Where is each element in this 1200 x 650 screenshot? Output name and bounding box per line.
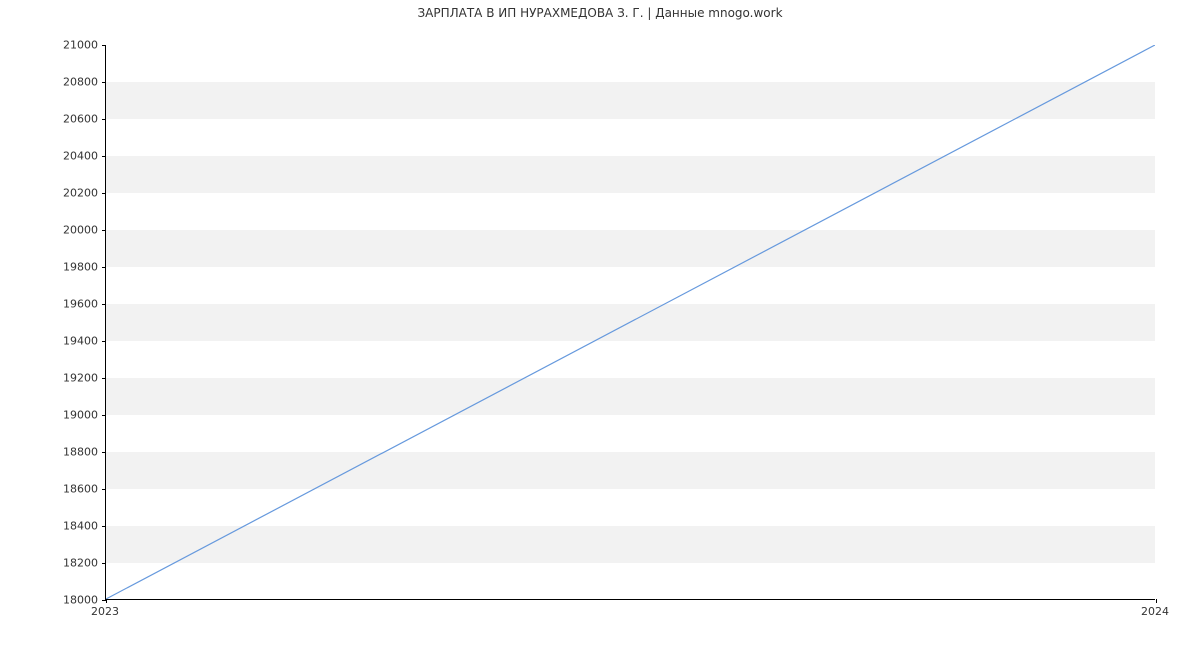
y-tick-mark: [102, 193, 106, 194]
y-tick-label: 18600: [8, 483, 98, 496]
y-tick-mark: [102, 267, 106, 268]
y-tick-mark: [102, 156, 106, 157]
y-tick-mark: [102, 489, 106, 490]
line-series: [106, 45, 1155, 599]
y-tick-label: 21000: [8, 39, 98, 52]
y-tick-mark: [102, 341, 106, 342]
y-tick-label: 18400: [8, 520, 98, 533]
x-tick-label: 2024: [1141, 605, 1169, 618]
y-tick-mark: [102, 378, 106, 379]
y-tick-label: 19600: [8, 298, 98, 311]
plot-area: [105, 45, 1155, 600]
y-tick-mark: [102, 82, 106, 83]
y-tick-label: 20000: [8, 224, 98, 237]
chart-container: ЗАРПЛАТА В ИП НУРАХМЕДОВА З. Г. | Данные…: [0, 0, 1200, 650]
y-tick-mark: [102, 304, 106, 305]
y-tick-label: 19800: [8, 261, 98, 274]
y-tick-mark: [102, 119, 106, 120]
y-tick-label: 19200: [8, 372, 98, 385]
y-tick-label: 20600: [8, 113, 98, 126]
y-tick-label: 20200: [8, 187, 98, 200]
y-tick-mark: [102, 452, 106, 453]
x-tick-label: 2023: [91, 605, 119, 618]
y-tick-mark: [102, 563, 106, 564]
x-tick-mark: [106, 599, 107, 603]
y-tick-label: 20400: [8, 150, 98, 163]
y-tick-label: 20800: [8, 76, 98, 89]
y-tick-mark: [102, 526, 106, 527]
y-tick-label: 19400: [8, 335, 98, 348]
y-tick-label: 18000: [8, 594, 98, 607]
y-tick-label: 18800: [8, 446, 98, 459]
x-tick-mark: [1156, 599, 1157, 603]
y-tick-mark: [102, 415, 106, 416]
y-tick-mark: [102, 45, 106, 46]
y-tick-label: 18200: [8, 557, 98, 570]
chart-title: ЗАРПЛАТА В ИП НУРАХМЕДОВА З. Г. | Данные…: [0, 6, 1200, 20]
y-tick-mark: [102, 230, 106, 231]
y-tick-label: 19000: [8, 409, 98, 422]
